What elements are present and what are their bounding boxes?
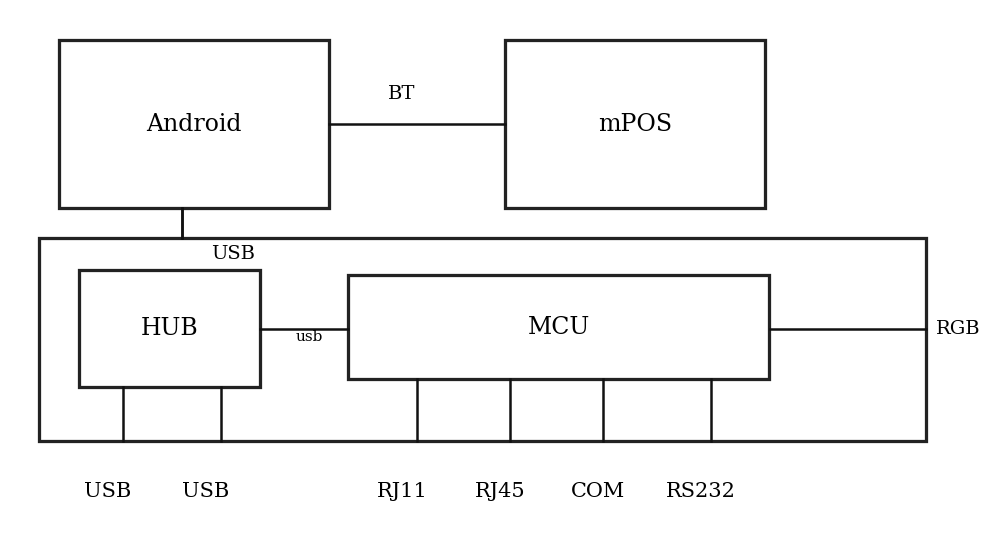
Text: USB: USB bbox=[182, 482, 230, 501]
Text: mPOS: mPOS bbox=[598, 113, 672, 136]
FancyBboxPatch shape bbox=[59, 40, 328, 208]
FancyBboxPatch shape bbox=[79, 270, 260, 387]
Text: MCU: MCU bbox=[528, 316, 590, 339]
Text: RGB: RGB bbox=[936, 319, 981, 337]
Text: HUB: HUB bbox=[140, 317, 198, 340]
Text: COM: COM bbox=[571, 482, 625, 501]
FancyBboxPatch shape bbox=[505, 40, 765, 208]
Text: RJ11: RJ11 bbox=[377, 482, 427, 501]
Text: USB: USB bbox=[211, 245, 255, 263]
Text: usb: usb bbox=[295, 330, 323, 343]
Text: Android: Android bbox=[146, 113, 242, 136]
Text: BT: BT bbox=[388, 84, 416, 102]
FancyBboxPatch shape bbox=[348, 275, 769, 379]
Text: RJ45: RJ45 bbox=[475, 482, 525, 501]
Text: RS232: RS232 bbox=[666, 482, 736, 501]
FancyBboxPatch shape bbox=[39, 238, 926, 441]
Text: USB: USB bbox=[84, 482, 132, 501]
